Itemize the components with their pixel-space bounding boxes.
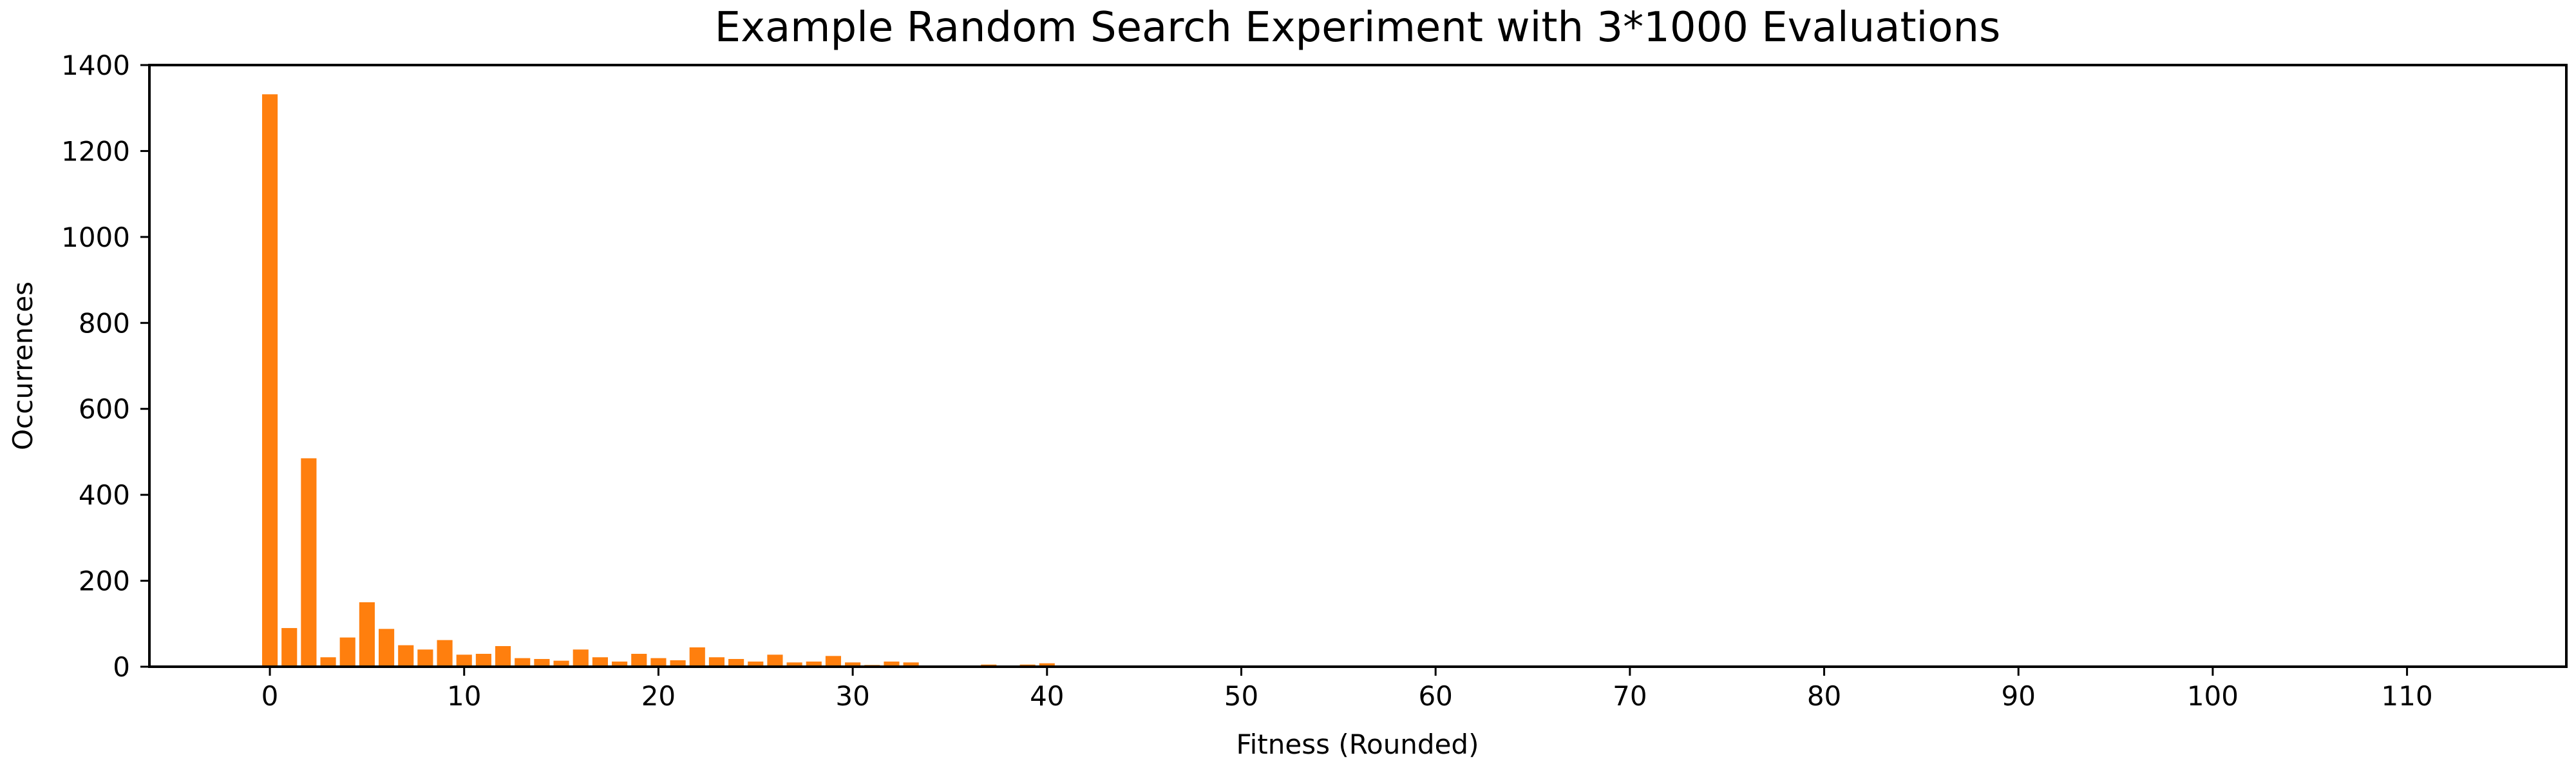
bar-27 bbox=[786, 662, 802, 667]
bar-24 bbox=[728, 658, 744, 667]
y-tick-label: 1200 bbox=[61, 135, 130, 167]
bar-15 bbox=[553, 660, 569, 667]
x-tick-label: 40 bbox=[1030, 680, 1064, 712]
y-tick-label: 200 bbox=[79, 566, 130, 597]
bar-16 bbox=[573, 649, 589, 667]
bar-10 bbox=[456, 654, 472, 667]
x-tick-label: 90 bbox=[2002, 680, 2036, 712]
bar-1 bbox=[281, 627, 298, 667]
bar-13 bbox=[515, 658, 531, 667]
x-tick-label: 80 bbox=[1807, 680, 1841, 712]
bar-23 bbox=[708, 657, 724, 667]
bar-28 bbox=[806, 661, 822, 667]
bar-3 bbox=[320, 657, 336, 667]
x-tick-label: 60 bbox=[1418, 680, 1452, 712]
bar-14 bbox=[534, 658, 550, 667]
x-tick-label: 100 bbox=[2187, 680, 2239, 712]
bar-12 bbox=[495, 645, 511, 667]
bar-20 bbox=[650, 658, 667, 667]
bar-5 bbox=[359, 602, 375, 667]
bar-6 bbox=[378, 629, 395, 667]
y-tick-label: 1400 bbox=[61, 50, 130, 81]
bar-17 bbox=[592, 657, 608, 667]
bar-33 bbox=[903, 662, 919, 667]
bar-4 bbox=[339, 637, 355, 667]
y-tick-label: 0 bbox=[113, 651, 130, 683]
x-tick-label: 70 bbox=[1613, 680, 1647, 712]
x-tick-label: 110 bbox=[2382, 680, 2433, 712]
bar-2 bbox=[301, 458, 317, 667]
bars-layer bbox=[261, 94, 1152, 667]
bar-32 bbox=[884, 661, 900, 667]
x-tick-label: 20 bbox=[641, 680, 676, 712]
bar-7 bbox=[398, 645, 414, 667]
y-tick-label: 600 bbox=[79, 394, 130, 425]
bar-40 bbox=[1039, 663, 1055, 667]
bar-0 bbox=[261, 94, 278, 667]
y-tick-label: 800 bbox=[79, 307, 130, 339]
y-axis-label: Occurrences bbox=[7, 282, 39, 450]
x-tick-label: 30 bbox=[835, 680, 869, 712]
bar-22 bbox=[689, 647, 705, 667]
bar-8 bbox=[417, 649, 433, 667]
bar-18 bbox=[612, 661, 628, 667]
bar-29 bbox=[825, 656, 842, 667]
x-tick-label: 50 bbox=[1224, 680, 1258, 712]
bar-21 bbox=[670, 660, 686, 667]
bar-19 bbox=[631, 653, 647, 667]
bar-25 bbox=[748, 661, 764, 667]
bar-11 bbox=[475, 653, 491, 667]
bar-9 bbox=[437, 640, 453, 667]
y-tick-label: 1000 bbox=[61, 222, 130, 253]
y-tick-label: 400 bbox=[79, 479, 130, 511]
x-axis-label: Fitness (Rounded) bbox=[1236, 729, 1479, 760]
bar-26 bbox=[767, 654, 783, 667]
bar-30 bbox=[845, 662, 861, 667]
y-axis: 0 200 400 600 800 1000 1200 1400 bbox=[61, 50, 149, 683]
x-tick-label: 0 bbox=[261, 680, 279, 712]
chart-title: Example Random Search Experiment with 3*… bbox=[715, 4, 2001, 52]
x-axis: 0 10 20 30 40 50 60 70 80 90 100 110 bbox=[261, 667, 2433, 712]
plot-frame bbox=[148, 64, 2568, 668]
x-tick-label: 10 bbox=[447, 680, 481, 712]
